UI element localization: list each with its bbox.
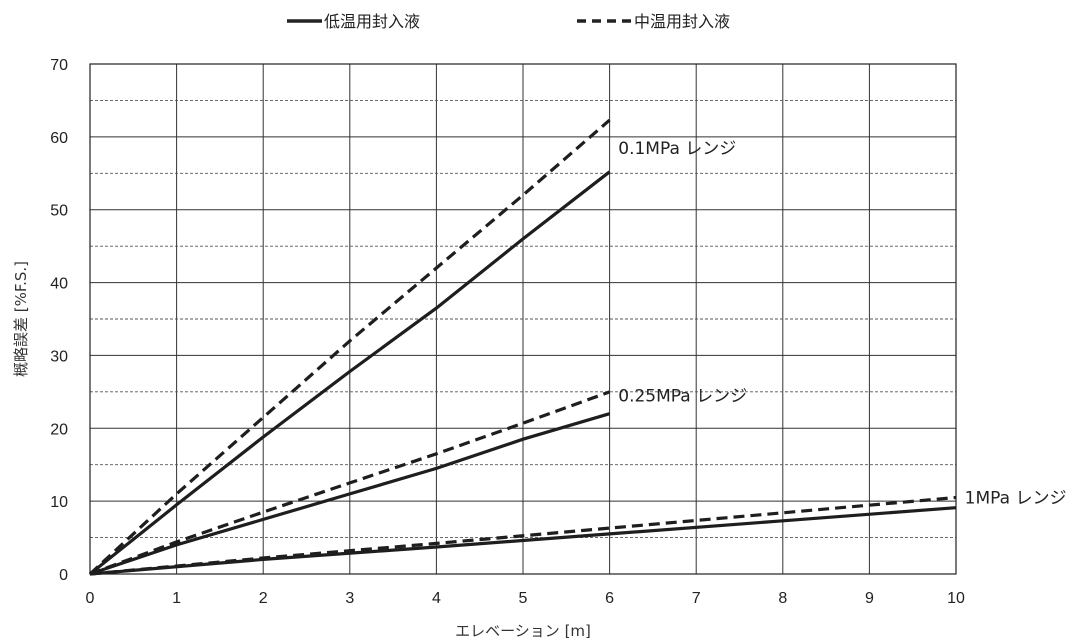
range-annotation: 1MPa レンジ <box>965 489 1067 509</box>
x-axis-label: エレベーション [m] <box>455 622 591 640</box>
series-line-solid-0.25MPa <box>89 412 611 576</box>
x-tick-label: 6 <box>605 590 614 607</box>
x-tick-label: 2 <box>259 590 268 607</box>
y-tick-label: 50 <box>50 203 68 220</box>
x-tick-label: 1 <box>172 590 181 607</box>
x-tick-label: 4 <box>432 590 441 607</box>
x-tick-label: 9 <box>865 590 874 607</box>
x-tick-label: 0 <box>86 590 95 607</box>
legend-dashed-label: 中温用封入液 <box>634 12 730 31</box>
y-tick-label: 10 <box>50 494 68 511</box>
legend: 低温用封入液 中温用封入液 <box>287 12 730 31</box>
series-lines <box>88 118 957 576</box>
legend-solid-label: 低温用封入液 <box>324 12 420 31</box>
x-tick-label: 3 <box>345 590 354 607</box>
series-line-dashed-0.25MPa <box>89 390 611 576</box>
range-annotation: 0.1MPa レンジ <box>618 139 736 159</box>
y-tick-label: 30 <box>50 348 68 365</box>
series-line-solid-0.1MPa <box>89 170 611 576</box>
y-tick-label: 70 <box>50 57 68 74</box>
y-tick-label: 0 <box>59 567 68 584</box>
grid <box>90 64 956 574</box>
annotations: 0.1MPa レンジ 0.25MPa レンジ 1MPa レンジ <box>618 139 1066 509</box>
x-tick-label: 5 <box>519 590 528 607</box>
y-axis-label: 概略誤差 [%F.S.] <box>12 261 30 377</box>
x-tick-label: 8 <box>778 590 787 607</box>
range-annotation: 0.25MPa レンジ <box>618 387 747 407</box>
series-line-dashed-0.1MPa <box>88 118 611 576</box>
x-tick-label: 10 <box>947 590 965 607</box>
y-tick-label: 20 <box>50 421 68 438</box>
series-line-dashed-1MPa <box>89 495 957 576</box>
y-tick-label: 40 <box>50 276 68 293</box>
x-tick-label: 7 <box>692 590 701 607</box>
plot-frame <box>89 63 957 575</box>
y-tick-label: 60 <box>50 130 68 147</box>
axis-ticks: 0 1 2 3 4 5 6 7 8 9 10 0 10 20 30 40 50 60 70 <box>50 57 965 607</box>
